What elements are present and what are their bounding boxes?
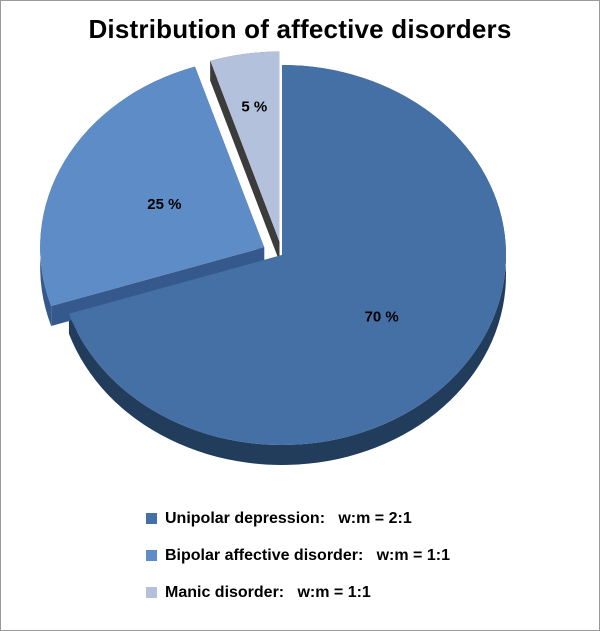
legend-item-unipolar: Unipolar depression: w:m = 2:1	[146, 500, 450, 537]
legend-swatch-unipolar	[146, 513, 157, 524]
legend-swatch-manic	[146, 587, 157, 598]
pie-slice-manic	[210, 51, 280, 242]
legend-swatch-bipolar	[146, 550, 157, 561]
legend-label-bipolar: Bipolar affective disorder: w:m = 1:1	[165, 546, 450, 564]
legend-label-manic: Manic disorder: w:m = 1:1	[165, 583, 371, 601]
legend: Unipolar depression: w:m = 2:1 Bipolar a…	[146, 500, 450, 611]
chart-title: Distribution of affective disorders	[88, 14, 512, 44]
pie-slice-unipolar	[68, 65, 506, 445]
legend-item-bipolar: Bipolar affective disorder: w:m = 1:1	[146, 537, 450, 574]
pie-slice-labels: 70 % 25 % 5 %	[147, 98, 398, 325]
pie-slice-tops	[40, 51, 506, 445]
legend-item-manic: Manic disorder: w:m = 1:1	[146, 574, 450, 611]
pie-slice-bipolar	[40, 66, 265, 307]
pie-slice-label-unipolar: 70 %	[365, 308, 399, 325]
pie-slice-label-bipolar: 25 %	[147, 196, 181, 213]
pie-slice-label-manic: 5 %	[241, 98, 267, 115]
pie-slice-cut-manic-0	[210, 60, 280, 262]
legend-label-unipolar: Unipolar depression: w:m = 2:1	[165, 509, 412, 527]
